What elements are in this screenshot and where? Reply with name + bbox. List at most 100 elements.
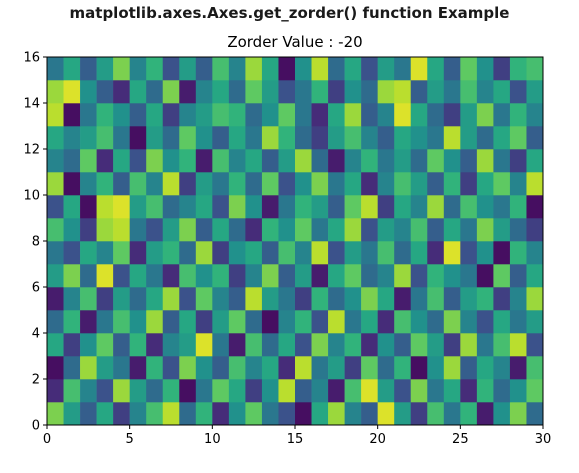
heatmap-cell <box>162 80 180 104</box>
heatmap-cell <box>245 356 263 380</box>
heatmap-cell <box>113 241 130 265</box>
heatmap-cell <box>311 149 329 173</box>
heatmap-cell <box>195 172 213 196</box>
heatmap-cell <box>410 149 428 173</box>
heatmap-cell <box>509 80 527 104</box>
heatmap-cell <box>245 149 263 173</box>
heatmap-cell <box>361 379 378 403</box>
heatmap-cell <box>328 80 345 104</box>
heatmap-cell <box>361 241 378 265</box>
heatmap-cell <box>278 333 296 357</box>
heatmap-cell <box>476 310 494 334</box>
heatmap-cell <box>162 218 180 242</box>
heatmap-cell <box>460 287 478 311</box>
heatmap-cell <box>394 287 412 311</box>
y-tick-label: 10 <box>23 189 40 204</box>
y-tick-label: 16 <box>23 51 40 66</box>
heatmap-cell <box>295 80 312 104</box>
heatmap-cell <box>278 172 296 196</box>
heatmap-cell <box>146 126 164 150</box>
heatmap-cell <box>80 57 97 81</box>
heatmap-cell <box>63 402 81 426</box>
heatmap-cell <box>245 402 263 426</box>
heatmap-cell <box>195 333 213 357</box>
heatmap-cell <box>47 333 64 357</box>
heatmap-cell <box>278 149 296 173</box>
heatmap-cell <box>377 310 395 334</box>
heatmap-cell <box>261 379 279 403</box>
heatmap-cell <box>261 264 279 288</box>
heatmap-cell <box>295 218 312 242</box>
heatmap-cell <box>328 172 345 196</box>
heatmap-cell <box>427 402 445 426</box>
heatmap-cell <box>344 264 362 288</box>
heatmap-cell <box>377 57 395 81</box>
x-tick-label: 15 <box>287 432 304 447</box>
heatmap-cell <box>295 402 312 426</box>
heatmap-cell <box>96 356 114 380</box>
heatmap-cell <box>509 264 527 288</box>
heatmap-cell <box>427 356 445 380</box>
heatmap-cell <box>410 195 428 219</box>
heatmap-cell <box>410 379 428 403</box>
y-tick-label: 6 <box>32 281 40 296</box>
heatmap-cell <box>195 57 213 81</box>
heatmap-cell <box>427 241 445 265</box>
heatmap-cell <box>410 264 428 288</box>
heatmap-cell <box>460 57 478 81</box>
heatmap-cell <box>394 264 412 288</box>
heatmap-cell <box>476 356 494 380</box>
heatmap-cell <box>295 126 312 150</box>
heatmap-cell <box>493 356 511 380</box>
heatmap-cell <box>443 103 461 127</box>
heatmap-cell <box>509 218 527 242</box>
heatmap-cell <box>295 333 312 357</box>
heatmap-cell <box>146 172 164 196</box>
heatmap-cell <box>63 333 81 357</box>
heatmap-cell <box>509 333 527 357</box>
heatmap-cell <box>80 264 97 288</box>
heatmap-cell <box>278 241 296 265</box>
heatmap-cell <box>361 126 378 150</box>
heatmap-cell <box>443 333 461 357</box>
heatmap-cell <box>179 218 197 242</box>
heatmap-cell <box>80 149 97 173</box>
heatmap-cell <box>328 402 345 426</box>
heatmap-cell <box>212 356 230 380</box>
heatmap-cell <box>278 80 296 104</box>
heatmap-cell <box>394 310 412 334</box>
heatmap-cell <box>394 57 412 81</box>
heatmap-cell <box>394 402 412 426</box>
heatmap-cell <box>295 241 312 265</box>
heatmap-cell <box>228 80 246 104</box>
heatmap-cell <box>195 241 213 265</box>
heatmap-cell <box>460 126 478 150</box>
heatmap-cell <box>328 287 345 311</box>
heatmap-cell <box>295 310 312 334</box>
heatmap-cell <box>96 287 114 311</box>
heatmap-cell <box>113 356 130 380</box>
heatmap-cell <box>96 80 114 104</box>
heatmap-cells <box>47 57 544 426</box>
heatmap-cell <box>278 356 296 380</box>
heatmap-cell <box>328 126 345 150</box>
heatmap-cell <box>460 218 478 242</box>
heatmap-cell <box>129 149 147 173</box>
heatmap-cell <box>311 333 329 357</box>
x-tick-label: 0 <box>43 432 51 447</box>
heatmap-cell <box>96 218 114 242</box>
heatmap-cell <box>427 126 445 150</box>
heatmap-cell <box>146 218 164 242</box>
heatmap-cell <box>261 287 279 311</box>
heatmap-cell <box>394 126 412 150</box>
heatmap-cell <box>228 264 246 288</box>
heatmap-cell <box>328 356 345 380</box>
heatmap-cell <box>146 287 164 311</box>
heatmap-cell <box>113 57 130 81</box>
heatmap-cell <box>195 356 213 380</box>
heatmap-cell <box>63 287 81 311</box>
heatmap-cell <box>295 149 312 173</box>
heatmap-cell <box>129 310 147 334</box>
heatmap-cell <box>261 80 279 104</box>
